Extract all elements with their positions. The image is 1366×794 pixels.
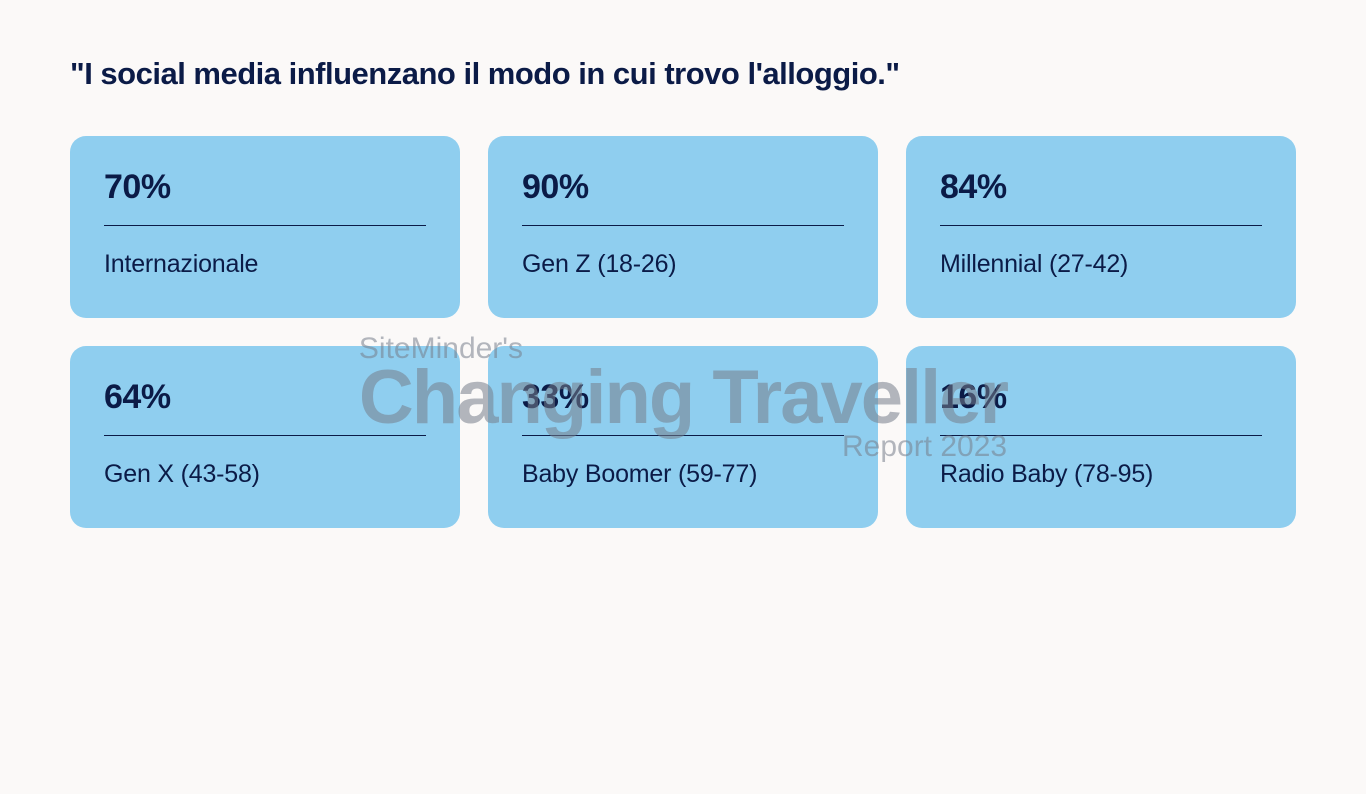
stat-label: Internazionale <box>104 248 426 282</box>
stat-divider <box>940 435 1262 436</box>
stat-card: 84% Millennial (27-42) <box>906 136 1296 318</box>
stat-cards-grid: 70% Internazionale 90% Gen Z (18-26) 84% Mill… <box>70 136 1296 528</box>
stat-value: 33% <box>522 378 844 417</box>
stat-card: 90% Gen Z (18-26) <box>488 136 878 318</box>
stat-value: 84% <box>940 168 1262 207</box>
stat-label: Millennial (27-42) <box>940 248 1262 282</box>
stat-divider <box>522 435 844 436</box>
stat-divider <box>104 225 426 226</box>
stat-value: 64% <box>104 378 426 417</box>
infographic-title: "I social media influenzano il modo in c… <box>70 56 1296 92</box>
stat-card: 70% Internazionale <box>70 136 460 318</box>
stat-card: 16% Radio Baby (78-95) <box>906 346 1296 528</box>
stat-label: Baby Boomer (59-77) <box>522 458 844 492</box>
stat-label: Gen X (43-58) <box>104 458 426 492</box>
stat-divider <box>940 225 1262 226</box>
stat-divider <box>522 225 844 226</box>
stat-value: 90% <box>522 168 844 207</box>
stat-label: Gen Z (18-26) <box>522 248 844 282</box>
stat-card: 33% Baby Boomer (59-77) <box>488 346 878 528</box>
infographic-container: "I social media influenzano il modo in c… <box>0 0 1366 794</box>
stat-value: 70% <box>104 168 426 207</box>
stat-divider <box>104 435 426 436</box>
stat-card: 64% Gen X (43-58) <box>70 346 460 528</box>
stat-label: Radio Baby (78-95) <box>940 458 1262 492</box>
stat-value: 16% <box>940 378 1262 417</box>
